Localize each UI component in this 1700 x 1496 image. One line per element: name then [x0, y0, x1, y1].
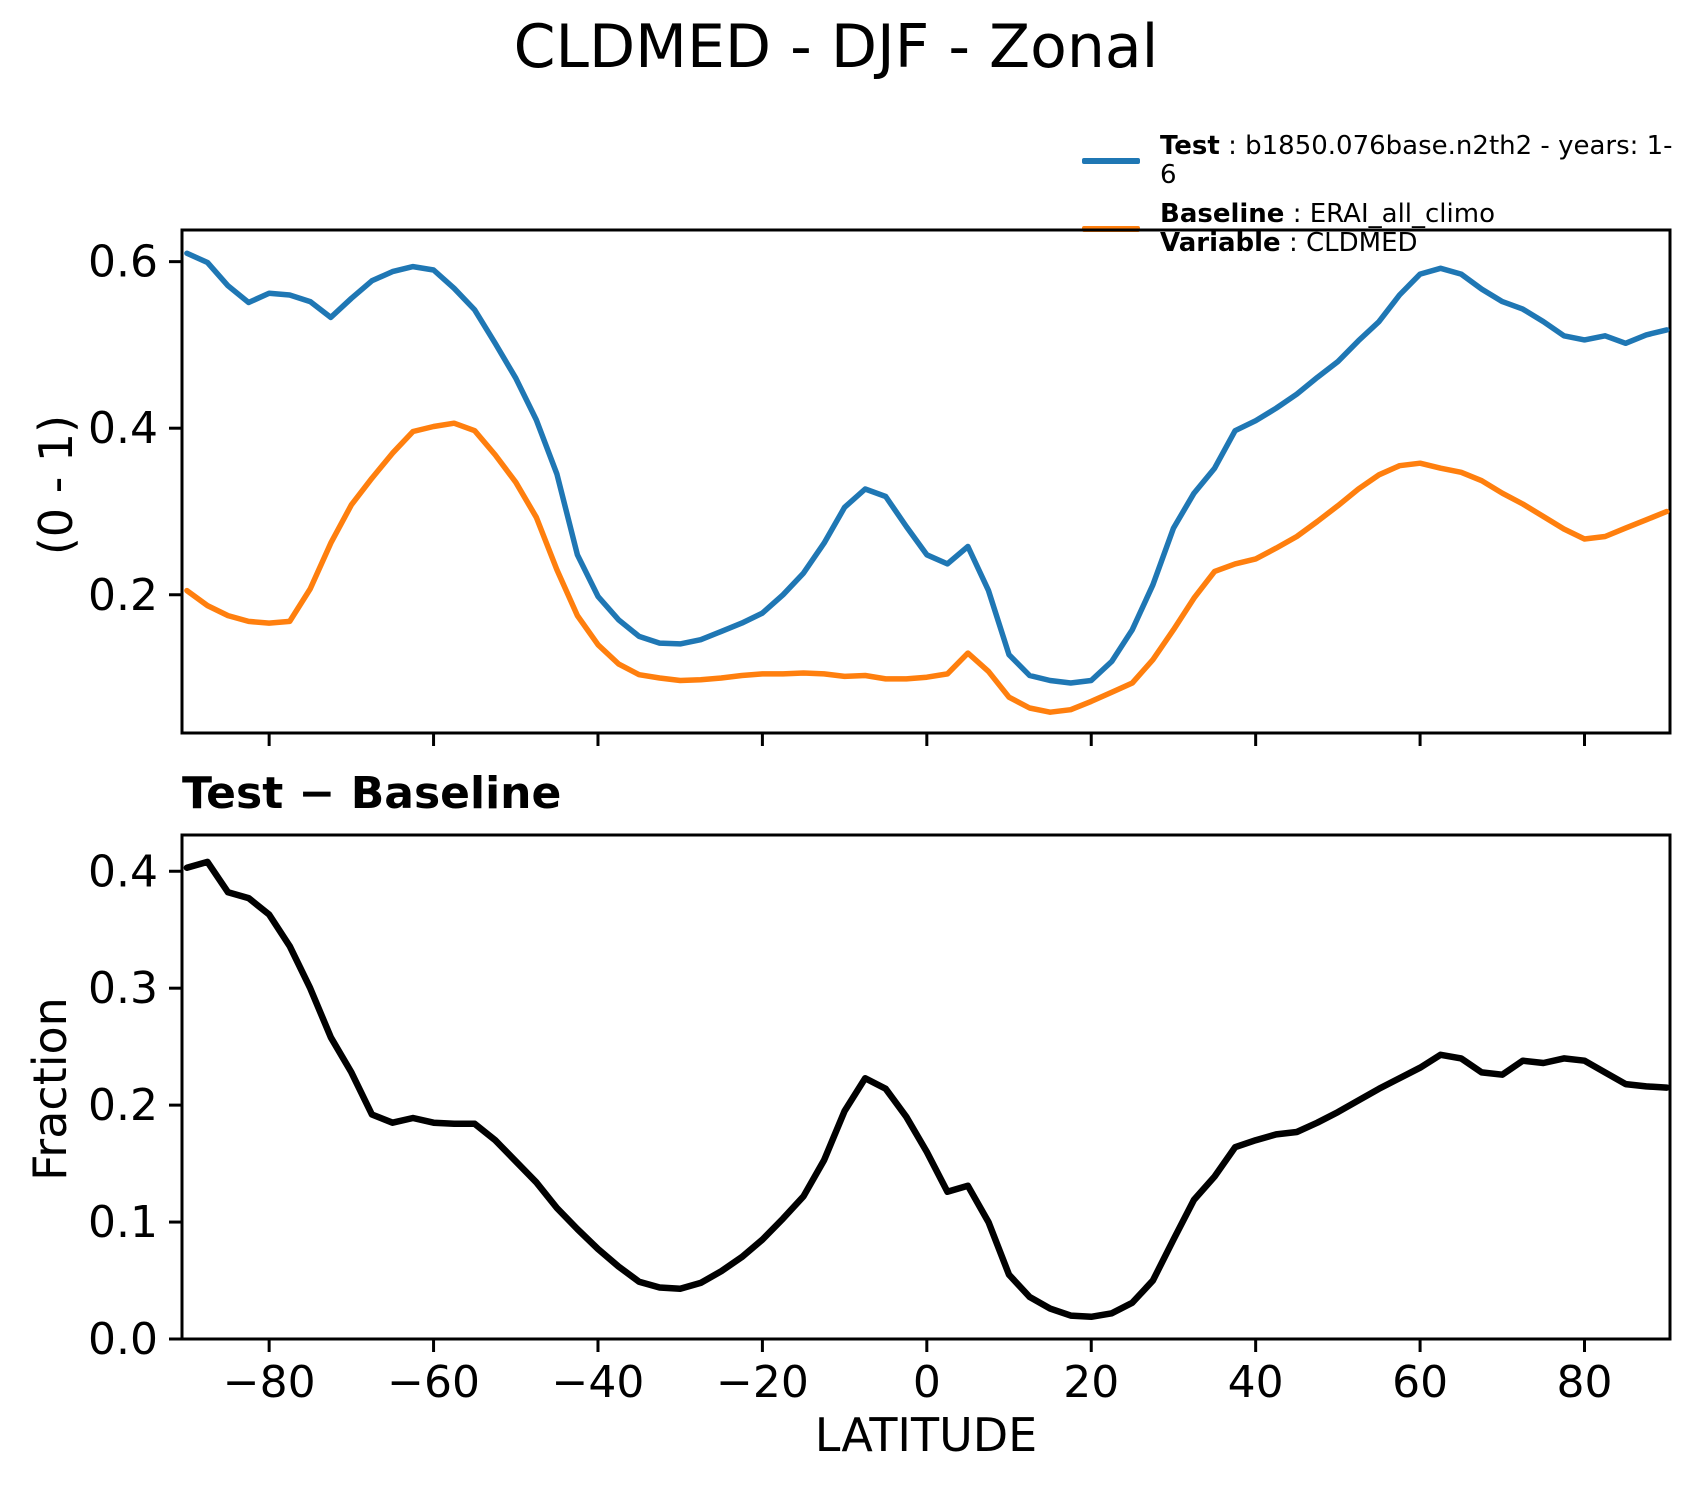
x-tick-label: 60 [1392, 1357, 1448, 1408]
top-panel-spines [180, 228, 1672, 735]
x-tick-label: 0 [913, 1357, 941, 1408]
x-axis-label: LATITUDE [814, 1408, 1038, 1462]
legend-label-test-rest: : b1850.076base.n2th2 - years: 1-6 [1160, 131, 1673, 191]
y-tick-label: 0.1 [88, 1197, 158, 1248]
diff-series-line [183, 858, 1670, 1321]
legend-entry-test: Test : b1850.076base.n2th2 - years: 1-6 [1082, 131, 1682, 191]
legend-label-baseline-line: Baseline : ERAI_all_climo [1160, 200, 1495, 229]
y-tick-label: 0.2 [88, 1080, 158, 1131]
y-tick-label: 0.4 [88, 846, 158, 897]
legend-label-baseline-rest: : ERAI_all_climo [1284, 199, 1495, 230]
x-tick-label: 80 [1557, 1357, 1613, 1408]
x-tick-label: −20 [716, 1357, 809, 1408]
legend-label-test: Test : b1850.076base.n2th2 - years: 1-6 [1160, 131, 1682, 191]
legend-label-baseline: Baseline : ERAI_all_climo Variable : CLD… [1160, 200, 1495, 258]
x-tick-label: −60 [387, 1357, 480, 1408]
y-tick-label: 0.2 [88, 570, 158, 621]
y-tick-label: 0.0 [88, 1314, 158, 1365]
y-tick-label: 0.3 [88, 963, 158, 1014]
legend-label-variable-rest: : CLDMED [1280, 228, 1418, 259]
chart-title: CLDMED - DJF - Zonal [513, 12, 1159, 82]
x-tick-label: −40 [552, 1357, 645, 1408]
x-tick-label: 20 [1063, 1357, 1119, 1408]
legend-label-variable-line: Variable : CLDMED [1160, 229, 1495, 258]
x-tick-label: −80 [223, 1357, 316, 1408]
difference-panel-subtitle: Test − Baseline [182, 768, 562, 819]
bottom-panel-spines [180, 833, 1672, 1341]
y-tick-label: 0.4 [88, 403, 158, 454]
test-series-line [184, 250, 1670, 686]
baseline-series-line [184, 420, 1670, 715]
x-tick-label: 40 [1228, 1357, 1284, 1408]
legend-label-baseline-bold: Baseline [1160, 199, 1285, 230]
legend-label-test-bold: Test [1160, 131, 1220, 161]
y-tick-label: 0.6 [88, 237, 158, 288]
test-line-swatch [1082, 158, 1140, 165]
legend-label-variable-bold: Variable [1160, 228, 1281, 259]
